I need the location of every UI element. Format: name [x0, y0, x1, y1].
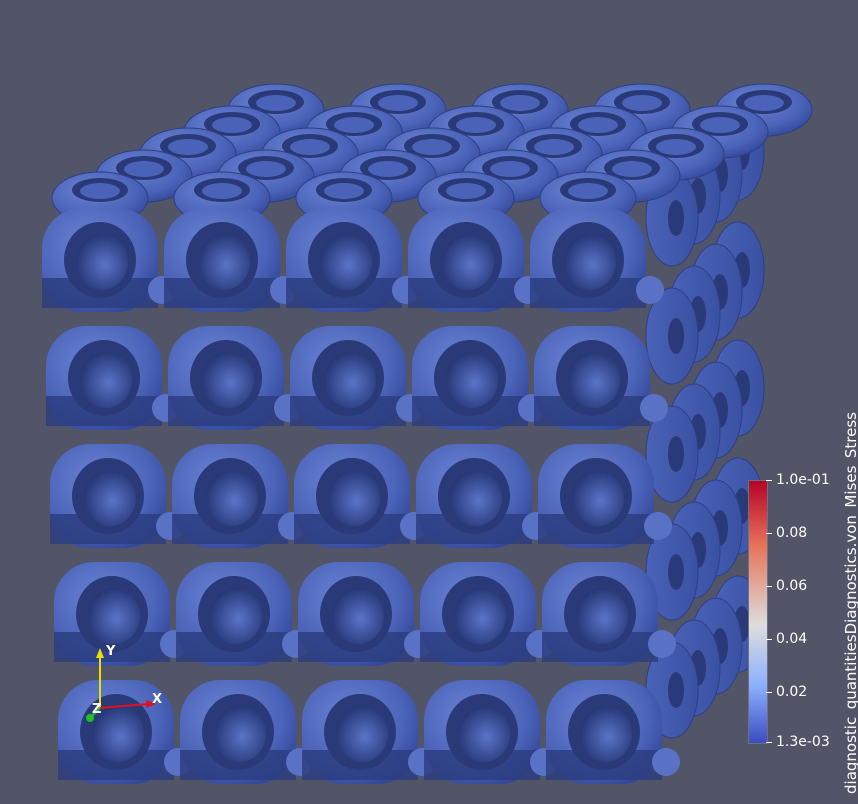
top-node-hole	[80, 183, 120, 199]
top-node-hole	[578, 117, 618, 133]
top-node-hole	[700, 117, 740, 133]
front-node-hole	[328, 470, 380, 526]
front-node-hole	[324, 352, 376, 408]
front-node-hole	[568, 352, 620, 408]
side-node-hole	[668, 672, 684, 708]
top-node-hole	[490, 161, 530, 177]
top-node-hole	[568, 183, 608, 199]
side-node-hole	[668, 436, 684, 472]
top-node-hole	[456, 117, 496, 133]
top-node-hole	[744, 95, 784, 111]
colorbar-tick-mark	[766, 586, 772, 588]
colorbar-gradient	[748, 480, 768, 744]
side-node-hole	[668, 200, 684, 236]
top-node-hole	[124, 161, 164, 177]
colorbar-tick-label: 0.04	[776, 631, 808, 648]
front-node-hole	[446, 352, 498, 408]
front-node-connector	[648, 630, 676, 658]
front-node-hole	[450, 470, 502, 526]
front-node-connector	[640, 394, 668, 422]
front-node-connector	[636, 276, 664, 304]
colorbar-tick-label: 0.08	[776, 525, 808, 542]
front-node-hole	[88, 588, 140, 644]
side-node-hole	[668, 554, 684, 590]
front-node-connector	[644, 512, 672, 540]
front-node-hole	[458, 706, 510, 762]
colorbar-tick-label: 0.02	[776, 684, 808, 701]
front-node-hole	[198, 234, 250, 290]
top-node-hole	[256, 95, 296, 111]
front-node-hole	[332, 588, 384, 644]
top-node-hole	[324, 183, 364, 199]
top-node-hole	[534, 139, 574, 155]
top-node-hole	[622, 95, 662, 111]
colorbar-tick-mark	[766, 692, 772, 694]
top-node-hole	[412, 139, 452, 155]
front-node-hole	[76, 234, 128, 290]
colorbar-tick-label: 0.06	[776, 578, 808, 595]
top-node-hole	[612, 161, 652, 177]
colorbar-tick-label: 1.0e-01	[776, 472, 830, 488]
front-node-hole	[210, 588, 262, 644]
colorbar-tick-mark	[766, 480, 772, 481]
side-node-hole	[668, 318, 684, 354]
front-node-hole	[80, 352, 132, 408]
top-node-hole	[500, 95, 540, 111]
axis-y-label: Y	[106, 644, 116, 659]
front-node-hole	[564, 234, 616, 290]
orientation-axes: Y X Z	[78, 640, 168, 730]
front-node-hole	[84, 470, 136, 526]
front-node-hole	[580, 706, 632, 762]
front-node-hole	[214, 706, 266, 762]
front-node-hole	[454, 588, 506, 644]
top-node-hole	[246, 161, 286, 177]
top-node-hole	[212, 117, 252, 133]
axis-x-label: X	[152, 692, 163, 707]
colorbar-tick-mark	[766, 639, 772, 641]
front-node-connector	[652, 748, 680, 776]
front-node-hole	[202, 352, 254, 408]
top-node-hole	[202, 183, 242, 199]
front-node-hole	[572, 470, 624, 526]
top-node-hole	[168, 139, 208, 155]
colorbar-tick-mark	[766, 533, 772, 535]
front-node-hole	[206, 470, 258, 526]
colorbar-tick-label: 1.3e-03	[776, 734, 830, 750]
top-node-hole	[368, 161, 408, 177]
front-node-hole	[92, 706, 144, 762]
front-node-hole	[320, 234, 372, 290]
top-node-hole	[656, 139, 696, 155]
top-node-hole	[378, 95, 418, 111]
colorbar-tick-mark	[766, 742, 772, 743]
front-node-hole	[442, 234, 494, 290]
front-node-hole	[336, 706, 388, 762]
top-node-hole	[446, 183, 486, 199]
top-node-hole	[290, 139, 330, 155]
top-node-hole	[334, 117, 374, 133]
colorbar-title: diagnostic_quantitiesDiagnostics.von_Mis…	[842, 411, 858, 794]
axis-z-label: Z	[92, 702, 102, 717]
axes-triad	[86, 648, 156, 722]
front-node-hole	[576, 588, 628, 644]
